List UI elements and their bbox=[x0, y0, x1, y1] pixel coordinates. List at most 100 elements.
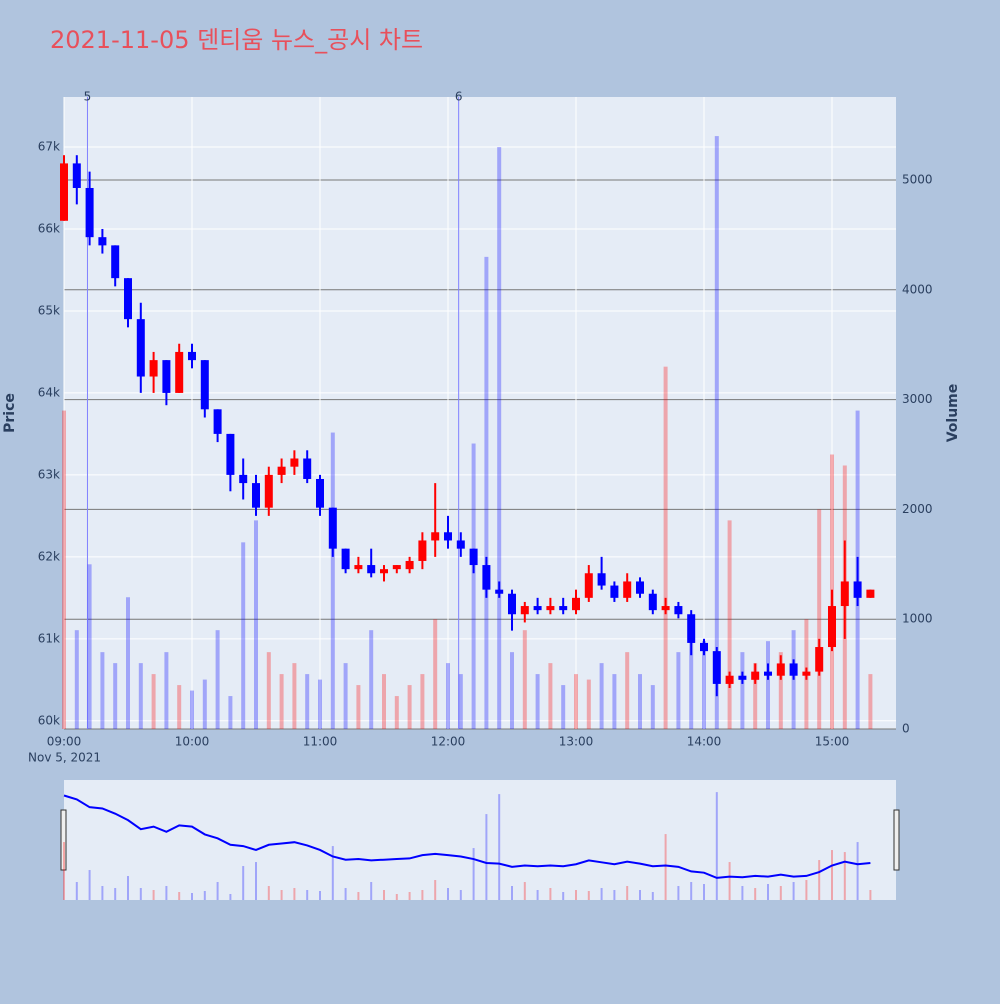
mini-volume-bar bbox=[485, 814, 488, 900]
mini-volume-bar bbox=[75, 882, 78, 900]
mini-volume-bar bbox=[754, 888, 757, 900]
y-tick-label: 66k bbox=[38, 221, 60, 235]
candle-body bbox=[751, 671, 760, 680]
candle-body bbox=[866, 589, 875, 598]
x-tick-label: 10:00 bbox=[175, 735, 210, 749]
volume-bar bbox=[689, 630, 694, 729]
volume-bar bbox=[138, 663, 143, 729]
candle-body bbox=[584, 573, 593, 598]
candle-body bbox=[520, 606, 529, 615]
mini-volume-bar bbox=[395, 894, 398, 900]
y2-tick-label: 0 bbox=[902, 722, 910, 736]
y-tick-label: 61k bbox=[38, 631, 60, 645]
y2-tick-label: 1000 bbox=[902, 612, 933, 626]
mini-volume-bar bbox=[805, 880, 808, 900]
volume-bar bbox=[458, 674, 463, 729]
candle-body bbox=[725, 675, 734, 684]
mini-price-line bbox=[63, 794, 871, 879]
y-axis-title: Price bbox=[2, 393, 18, 433]
plot-area bbox=[64, 97, 896, 729]
mini-volume-bar bbox=[639, 890, 641, 900]
candle-body bbox=[200, 360, 209, 410]
candle-body bbox=[738, 675, 747, 680]
candle-body bbox=[572, 597, 580, 611]
volume-bar bbox=[676, 652, 681, 729]
candle-body bbox=[444, 532, 452, 541]
x-tick-label: 11:00 bbox=[303, 735, 338, 749]
candle-body bbox=[802, 671, 811, 676]
volume-bar bbox=[126, 597, 130, 729]
mini-volume-bar bbox=[651, 892, 654, 900]
candle-body bbox=[290, 458, 299, 467]
x-tick-label: 13:00 bbox=[559, 735, 594, 749]
candle-body bbox=[124, 278, 132, 320]
mini-volume-bar bbox=[626, 886, 629, 900]
candle-body bbox=[303, 458, 312, 479]
mini-volume-bar bbox=[101, 886, 104, 900]
candle-body bbox=[72, 163, 81, 188]
y2-tick-label: 4000 bbox=[902, 282, 933, 296]
candle-body bbox=[648, 593, 657, 611]
volume-bar bbox=[599, 663, 604, 729]
slider-handle[interactable] bbox=[60, 809, 67, 871]
candle-body bbox=[392, 565, 401, 570]
candle-body bbox=[687, 614, 696, 643]
candle-body bbox=[188, 351, 196, 361]
volume-bar bbox=[215, 630, 220, 729]
mini-volume-bar bbox=[600, 888, 603, 900]
mini-volume-bar bbox=[792, 882, 795, 900]
mini-volume-bar bbox=[63, 842, 65, 900]
candle-body bbox=[405, 560, 414, 570]
mini-volume-bar bbox=[434, 880, 437, 900]
event-label: 5 bbox=[84, 90, 92, 104]
candle-body bbox=[354, 565, 363, 570]
mini-volume-bar bbox=[152, 890, 155, 900]
mini-volume-bar bbox=[728, 862, 731, 900]
volume-bar bbox=[535, 674, 540, 729]
candle-body bbox=[712, 651, 721, 684]
x-tick-label: 14:00 bbox=[687, 735, 722, 749]
volume-bar bbox=[433, 619, 438, 729]
mini-volume-bar bbox=[139, 888, 142, 900]
volume-bar bbox=[266, 652, 271, 729]
candle-body bbox=[674, 606, 683, 615]
y2-tick-label: 2000 bbox=[902, 502, 933, 516]
y-tick-label: 62k bbox=[38, 549, 60, 563]
mini-volume-bar bbox=[255, 862, 257, 900]
volume-bar bbox=[561, 685, 566, 729]
mini-volume-bar bbox=[357, 892, 360, 900]
volume-bar bbox=[817, 509, 822, 729]
mini-volume-bar bbox=[703, 884, 705, 900]
mini-volume-bar bbox=[779, 886, 782, 900]
slider-handle[interactable] bbox=[893, 809, 900, 871]
volume-bar bbox=[778, 652, 783, 729]
volume-bar bbox=[407, 685, 412, 729]
mini-volume-bar bbox=[242, 866, 245, 900]
candle-body bbox=[85, 187, 94, 238]
candle-body bbox=[175, 351, 184, 393]
volume-bar bbox=[343, 663, 348, 729]
mini-volume-bar bbox=[715, 792, 718, 900]
volume-bar bbox=[318, 679, 322, 729]
candle-body bbox=[136, 319, 145, 377]
candle-body bbox=[789, 663, 798, 676]
mini-volume-bar bbox=[127, 876, 129, 900]
volume-bar bbox=[702, 641, 706, 729]
mini-volume-bar bbox=[267, 886, 270, 900]
candle-body bbox=[213, 409, 222, 434]
range-slider[interactable] bbox=[64, 780, 896, 900]
mini-volume-bar bbox=[869, 890, 872, 900]
y2-tick-label: 3000 bbox=[902, 392, 933, 406]
candle-body bbox=[341, 548, 350, 570]
volume-bar bbox=[497, 147, 502, 729]
candle-body bbox=[252, 483, 260, 508]
candle-body bbox=[162, 360, 171, 393]
volume-bar bbox=[548, 663, 553, 729]
volume-bar bbox=[62, 410, 66, 729]
mini-volume-bar bbox=[319, 891, 321, 900]
mini-volume-bar bbox=[280, 890, 283, 900]
x-date-label: Nov 5, 2021 bbox=[28, 751, 101, 765]
candle-body bbox=[111, 245, 120, 279]
volume-bar bbox=[228, 696, 233, 729]
candle-body bbox=[431, 532, 440, 541]
